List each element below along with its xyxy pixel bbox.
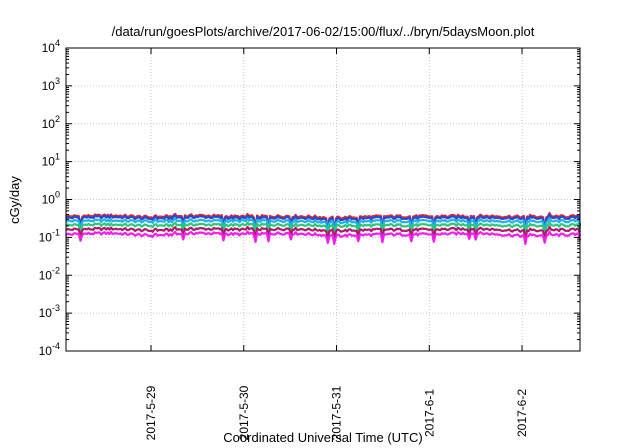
y-tick-label: 101 [42,152,60,169]
y-tick-label: 103 [42,76,60,93]
series-line-3 [65,216,582,237]
y-tick-label: 10-1 [39,227,60,244]
y-tick-label: 102 [42,114,60,131]
y-tick-label: 10-2 [39,265,60,282]
series-line-6 [65,230,582,245]
x-tick-label: 2017-6-2 [515,389,529,437]
series-line-2 [65,213,582,236]
y-axis-label: cGy/day [7,176,22,224]
series-layer [65,212,582,245]
ticks: 10-4 10-3 10-2 10-1 100 101 102 103 104 2017-5-29… [39,38,580,440]
y-tick-label: 10-4 [39,341,60,358]
series-line-4 [65,221,582,239]
grid [66,48,580,351]
series-line-1 [65,212,582,237]
y-tick-label: 100 [42,190,60,207]
y-tick-label: 10-3 [39,303,60,320]
x-tick-label: 2017-5-31 [330,385,344,440]
x-tick-label: 2017-6-1 [422,389,436,437]
x-tick-label: 2017-5-30 [237,385,251,440]
series-line-5 [65,225,582,242]
chart-title: /data/run/goesPlots/archive/2017-06-02/1… [112,24,535,39]
x-axis-label: Coordinated Universal Time (UTC) [223,430,422,445]
x-tick-label: 2017-5-29 [144,385,158,440]
y-tick-label: 104 [42,38,60,55]
